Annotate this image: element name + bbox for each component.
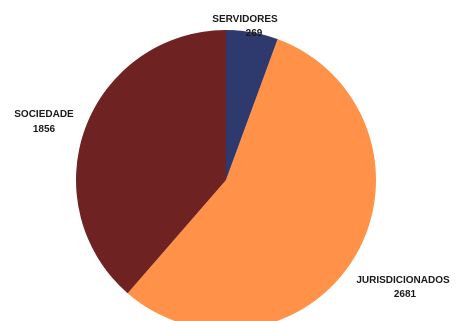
pie-slice-sociedade <box>75 30 226 294</box>
slice-value-servidores: 269 <box>246 28 263 39</box>
slice-label-sociedade: SOCIEDADE <box>14 109 74 120</box>
pie-slice-servidores <box>226 30 278 180</box>
slice-label-jurisdicionados: JURISDICIONADOS <box>356 275 450 286</box>
slice-value-jurisdicionados: 2681 <box>394 289 417 300</box>
slice-label-servidores: SERVIDORES <box>212 14 278 25</box>
pie-slices <box>75 30 376 321</box>
pie-slice-jurisdicionados <box>127 39 376 321</box>
slice-value-sociedade: 1856 <box>33 124 56 135</box>
